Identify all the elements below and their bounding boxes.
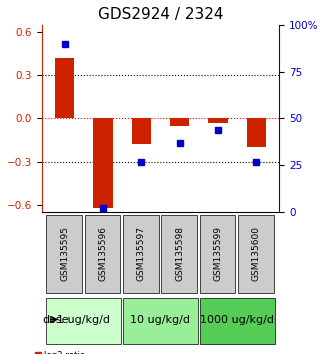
FancyBboxPatch shape xyxy=(123,298,198,344)
Bar xyxy=(170,119,189,126)
Title: GDS2924 / 2324: GDS2924 / 2324 xyxy=(98,7,223,22)
FancyBboxPatch shape xyxy=(46,298,121,344)
Text: GSM135597: GSM135597 xyxy=(137,226,146,281)
FancyBboxPatch shape xyxy=(161,215,197,292)
Bar xyxy=(55,58,74,119)
FancyBboxPatch shape xyxy=(123,215,159,292)
Legend: log2 ratio, percentile rank within the sample: log2 ratio, percentile rank within the s… xyxy=(34,351,190,354)
Bar xyxy=(247,119,266,147)
Text: 10 ug/kg/d: 10 ug/kg/d xyxy=(131,314,190,325)
FancyBboxPatch shape xyxy=(46,215,82,292)
Text: 1 ug/kg/d: 1 ug/kg/d xyxy=(57,314,110,325)
FancyBboxPatch shape xyxy=(200,298,275,344)
Text: GSM135600: GSM135600 xyxy=(252,226,261,281)
Bar xyxy=(132,119,151,144)
Text: dose: dose xyxy=(42,314,69,325)
FancyBboxPatch shape xyxy=(85,215,120,292)
Text: GSM135596: GSM135596 xyxy=(99,226,108,281)
Text: GSM135595: GSM135595 xyxy=(60,226,69,281)
FancyBboxPatch shape xyxy=(238,215,273,292)
Text: 1000 ug/kg/d: 1000 ug/kg/d xyxy=(200,314,274,325)
Bar xyxy=(93,119,113,208)
Text: GSM135598: GSM135598 xyxy=(175,226,184,281)
FancyBboxPatch shape xyxy=(200,215,235,292)
Bar xyxy=(208,119,228,123)
Text: GSM135599: GSM135599 xyxy=(213,226,222,281)
